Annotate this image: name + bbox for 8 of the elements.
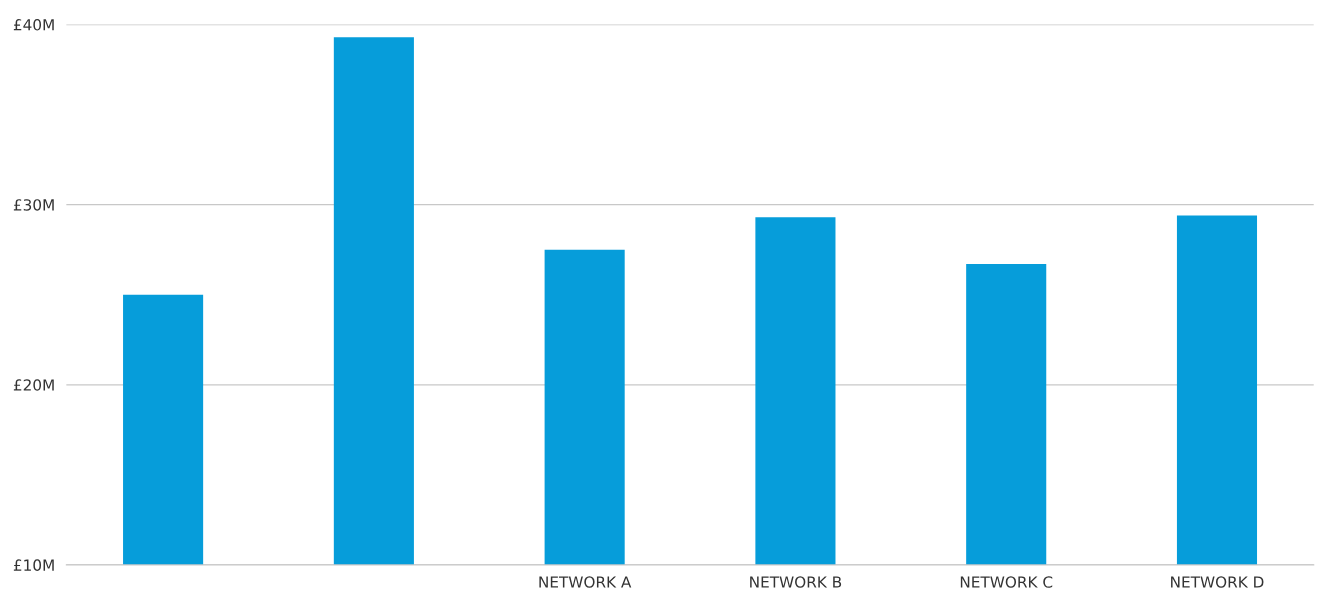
x-tick-label: NETWORK D [1171,576,1264,588]
x-tick-label: NETWORK B [750,576,842,588]
y-tick-label: £40M [13,19,54,31]
y-tick-label: £30M [13,199,54,211]
x-tick-label: NETWORK A [539,576,632,588]
x-tick-label: NETWORK C [960,576,1053,588]
y-tick-label: £10M [13,559,54,571]
y-tick-label: £20M [13,379,54,391]
